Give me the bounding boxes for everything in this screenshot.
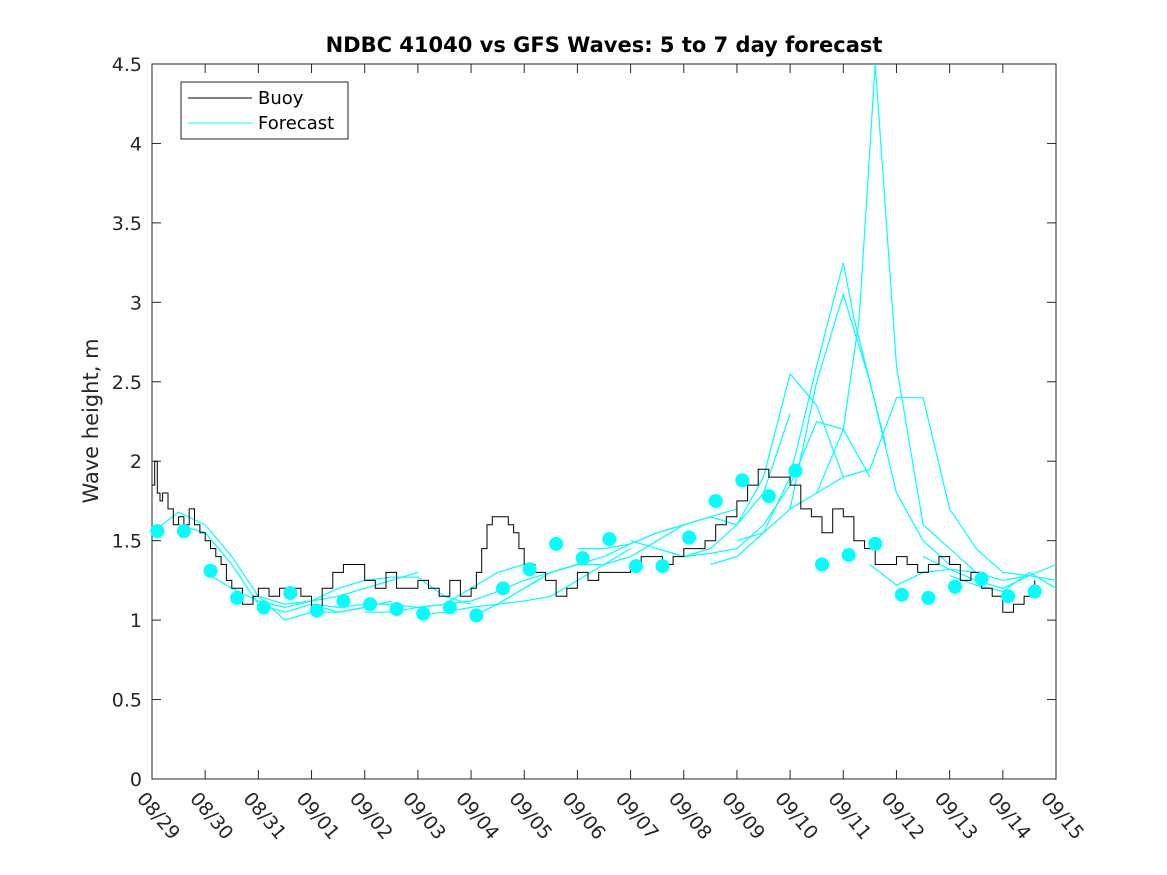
forecast-point [788, 463, 803, 478]
forecast-series-line [657, 420, 871, 558]
forecast-point [708, 493, 723, 508]
plot-area [151, 63, 1057, 780]
forecast-point [549, 536, 564, 551]
forecast-point [575, 551, 590, 566]
y-tick-label: 3.5 [112, 213, 142, 235]
forecast-point [1027, 584, 1042, 599]
forecast-point [469, 608, 484, 623]
legend: Buoy Forecast [180, 81, 349, 140]
forecast-point [495, 581, 510, 596]
y-tick-label: 3 [130, 292, 142, 314]
forecast-point [442, 600, 457, 615]
y-tick-label: 1.5 [112, 531, 142, 553]
axis-ticks [151, 63, 1057, 780]
forecast-series-line [949, 571, 1057, 593]
forecast-series-line [816, 397, 1030, 577]
forecast-series-line [736, 292, 951, 565]
forecast-point [761, 489, 776, 504]
buoy-line-group [152, 460, 1036, 613]
forecast-point [841, 547, 856, 562]
y-tick-label: 4 [130, 133, 142, 155]
y-tick-label: 2.5 [112, 372, 142, 394]
forecast-point [522, 562, 537, 577]
y-axis-tick-labels: 0 0.5 1 1.5 2 2.5 3 3.5 4 4.5 [112, 54, 142, 791]
legend-forecast-label: Forecast [258, 113, 334, 134]
legend-buoy-label: Buoy [258, 88, 304, 109]
forecast-point [283, 586, 298, 601]
y-tick-label: 0 [130, 769, 142, 791]
forecast-point [815, 557, 830, 572]
legend-box [180, 81, 349, 140]
forecast-point [682, 530, 697, 545]
forecast-point [868, 536, 883, 551]
y-tick-label: 0.5 [112, 690, 142, 712]
forecast-point [150, 524, 165, 539]
forecast-point [735, 473, 750, 488]
forecast-point [363, 597, 378, 612]
forecast-series-line [922, 556, 1057, 589]
forecast-series-line [178, 524, 392, 613]
forecast-point [203, 563, 218, 578]
forecast-point [416, 606, 431, 621]
forecast-point [309, 603, 324, 618]
forecast-point [230, 590, 245, 605]
forecast-series-line [577, 413, 791, 550]
y-tick-label: 4.5 [112, 54, 142, 76]
forecast-point [389, 601, 404, 616]
forecast-point [256, 600, 271, 615]
y-axis-label: Wave height, m [79, 338, 103, 503]
forecast-point [947, 579, 962, 594]
forecast-point [974, 571, 989, 586]
buoy-line [152, 460, 1036, 613]
forecast-series-line [789, 63, 977, 573]
forecast-point [336, 594, 351, 609]
forecast-point [628, 559, 643, 574]
forecast-point [655, 559, 670, 574]
forecast-point [602, 532, 617, 547]
y-tick-label: 2 [130, 451, 142, 473]
forecast-series-line [869, 563, 1057, 586]
forecast-point [1001, 589, 1016, 604]
forecast-point [894, 587, 909, 602]
forecast-lines [151, 63, 1057, 621]
forecast-point [176, 524, 191, 539]
chart-title: NDBC 41040 vs GFS Waves: 5 to 7 day fore… [326, 33, 883, 57]
forecast-series-line [710, 262, 887, 566]
forecast-point [921, 590, 936, 605]
forecast-points [150, 463, 1042, 623]
y-tick-label: 1 [130, 610, 142, 632]
